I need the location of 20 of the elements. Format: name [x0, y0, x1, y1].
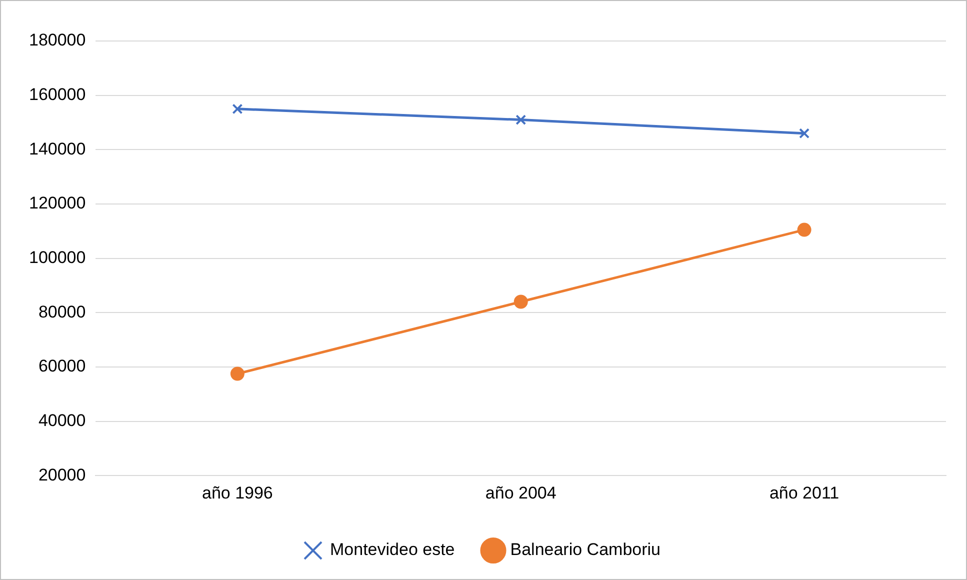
y-tick-label: 100000	[28, 248, 86, 267]
y-tick-label: 140000	[28, 139, 86, 158]
point	[799, 128, 810, 139]
y-tick-label: 80000	[38, 302, 86, 322]
x-tick-label: año 1996	[202, 483, 273, 502]
legend-label: Balneario Camboriu	[510, 540, 660, 560]
point	[514, 294, 528, 309]
y-tick-label: 40000	[38, 410, 86, 430]
x-tick-label: año 2011	[769, 483, 840, 502]
x-tick-label: año 2004	[485, 483, 556, 502]
point	[797, 222, 812, 237]
legend-label: Montevideo este	[330, 540, 455, 560]
point	[230, 366, 244, 381]
point	[232, 104, 243, 114]
y-tick-label: 60000	[38, 356, 86, 376]
point	[516, 114, 526, 126]
y-tick-label: 180000	[28, 30, 86, 50]
y-tick-label: 160000	[28, 85, 86, 104]
y-tick-label: 20000	[38, 465, 86, 484]
y-tick-label: 120000	[28, 194, 86, 213]
